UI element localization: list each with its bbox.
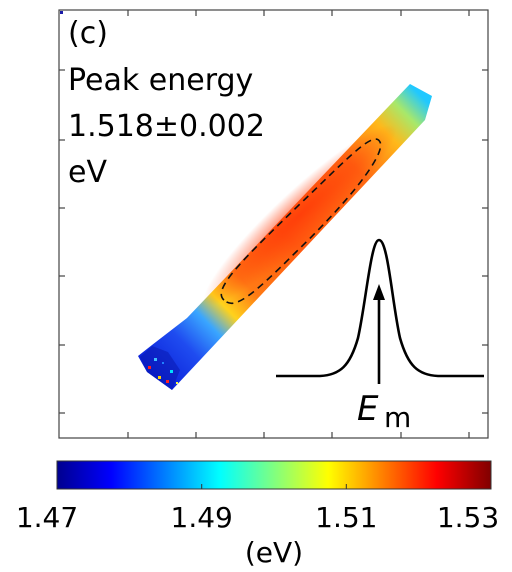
plot-frame <box>58 9 489 439</box>
colorbar-label: (eV) <box>245 536 303 569</box>
inset-spectrum: E m <box>276 238 484 434</box>
x-ticks-bottom <box>127 432 470 438</box>
colorbar-tick-label: 1.51 <box>315 501 377 534</box>
map-core-glow <box>203 124 397 306</box>
colorbar-tick-label: 1.49 <box>171 501 233 534</box>
colorbar-gradient <box>56 460 492 490</box>
noise-pixels <box>148 358 178 384</box>
map-title: Peak energy <box>68 63 253 98</box>
colorbar-ticks <box>56 484 492 489</box>
peak-energy-value: 1.518±0.002 <box>68 109 265 144</box>
colorbar: 1.47 1.49 1.51 1.53 (eV) <box>16 460 499 569</box>
y-ticks-left <box>59 69 65 414</box>
colorbar-tick-label: 1.47 <box>16 501 78 534</box>
arrow-head <box>373 284 385 300</box>
peak-energy-map <box>138 84 432 390</box>
map-low-end <box>140 346 180 390</box>
peak-energy-unit: eV <box>68 155 107 190</box>
peak-energy-subscript: m <box>384 401 411 434</box>
panel-label: (c) <box>68 16 108 51</box>
peak-energy-symbol: E <box>357 389 379 429</box>
colorbar-tick-label: 1.53 <box>437 501 499 534</box>
corner-pixel <box>60 11 63 14</box>
spectrum-curve <box>276 238 484 378</box>
map-axes <box>58 9 489 439</box>
region-outline <box>220 138 382 305</box>
y-ticks-right <box>482 69 488 414</box>
x-ticks-top <box>127 10 470 16</box>
